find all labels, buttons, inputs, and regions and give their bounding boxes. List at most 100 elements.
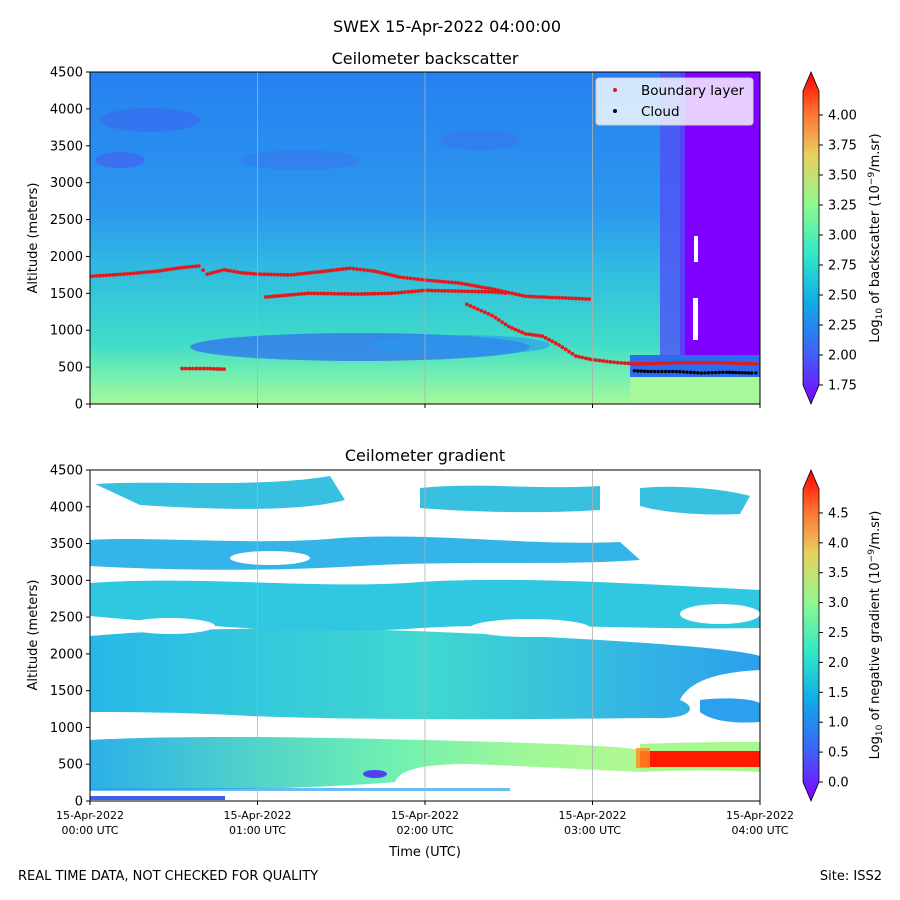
boundary-layer-point	[267, 294, 271, 299]
y-tick-label: 3500	[50, 537, 83, 552]
boundary-layer-point	[550, 339, 555, 344]
label-part: 10	[875, 308, 885, 320]
colorbar-tick-label: 2.5	[828, 626, 849, 641]
backscatter-legend: Boundary layer Cloud	[595, 77, 754, 126]
boundary-layer-point	[706, 360, 711, 365]
gradient-band-3200-3500	[90, 536, 640, 570]
boundary-layer-point	[466, 289, 471, 294]
boundary-layer-point	[212, 366, 216, 371]
x-tick-label-date: 15-Apr-2022	[726, 809, 794, 822]
boundary-layer-point	[325, 291, 330, 296]
x-tick-label-date: 15-Apr-2022	[223, 809, 291, 822]
boundary-layer-point	[684, 360, 688, 365]
boundary-layer-point	[553, 341, 558, 346]
boundary-layer-point	[567, 349, 571, 354]
boundary-layer-point	[399, 290, 404, 295]
boundary-layer-point	[490, 313, 494, 318]
boundary-layer-point	[186, 265, 191, 269]
boundary-layer-point	[480, 289, 484, 294]
boundary-layer-point	[218, 268, 223, 273]
boundary-layer-point	[553, 295, 558, 300]
y-tick-label: 4000	[50, 500, 83, 515]
boundary-layer-point	[265, 272, 270, 277]
x-tick-label-date: 15-Apr-2022	[558, 809, 626, 822]
colorbar-tick-label: 2.0	[828, 656, 849, 671]
boundary-layer-point	[619, 360, 624, 365]
colorbar-tick-label: 1.5	[828, 686, 849, 701]
boundary-layer-point	[483, 289, 488, 294]
boundary-layer-point	[315, 291, 320, 296]
y-tick-label: 500	[58, 758, 83, 773]
backscatter-near-surface	[630, 377, 760, 404]
boundary-layer-point	[523, 294, 528, 299]
boundary-layer-point	[225, 268, 230, 273]
boundary-layer-point	[319, 269, 324, 274]
colorbar-tick-label: 1.75	[828, 379, 857, 394]
boundary-layer-point	[201, 268, 205, 272]
boundary-layer-point	[187, 366, 192, 371]
backscatter-x-ticks	[89, 404, 761, 408]
boundary-layer-point	[91, 274, 96, 279]
boundary-layer-point	[486, 286, 491, 291]
boundary-layer-point	[369, 291, 374, 296]
boundary-layer-point	[151, 269, 156, 274]
boundary-layer-point	[352, 292, 357, 296]
boundary-layer-point	[299, 271, 303, 276]
boundary-layer-point	[482, 310, 487, 315]
cloud-point	[636, 369, 640, 373]
boundary-layer-point	[510, 291, 514, 296]
x-tick-label-time: 00:00 UTC	[61, 824, 118, 837]
boundary-layer-point	[416, 289, 421, 293]
boundary-layer-point	[104, 273, 109, 278]
boundary-layer-point	[222, 367, 226, 372]
boundary-layer-point	[526, 294, 531, 299]
cloud-point	[724, 370, 729, 374]
backscatter-patch	[240, 150, 360, 170]
boundary-layer-point	[473, 284, 478, 288]
boundary-layer-point	[426, 288, 431, 293]
boundary-layer-point	[285, 272, 290, 277]
colorbar-tick-label: 3.00	[828, 229, 857, 244]
boundary-layer-point	[543, 335, 548, 340]
boundary-layer-point	[473, 289, 478, 294]
cloud-point	[717, 370, 722, 375]
cloud-point	[685, 370, 689, 374]
boundary-layer-point	[385, 272, 390, 277]
boundary-layer-point	[283, 293, 288, 298]
boundary-layer-point	[500, 290, 504, 295]
boundary-layer-point	[336, 291, 340, 296]
boundary-layer-point	[205, 272, 210, 277]
boundary-layer-point	[700, 360, 704, 365]
boundary-layer-point	[413, 289, 417, 294]
boundary-layer-point	[94, 274, 99, 278]
boundary-layer-point	[513, 327, 518, 332]
gradient-x-ticks: 15-Apr-2022 00:00 UTC 15-Apr-2022 01:00 UTC…	[56, 801, 794, 837]
boundary-layer-point	[547, 295, 551, 300]
boundary-layer-point	[208, 271, 213, 276]
boundary-layer-point	[409, 289, 414, 294]
boundary-layer-point	[379, 270, 383, 275]
boundary-layer-point	[339, 291, 344, 296]
backscatter-grid	[257, 72, 593, 404]
boundary-layer-point	[516, 329, 521, 333]
boundary-layer-point	[429, 288, 434, 293]
boundary-layer-point	[577, 296, 581, 301]
boundary-layer-point	[537, 333, 541, 338]
boundary-layer-point	[748, 361, 753, 366]
boundary-layer-point	[325, 268, 330, 273]
boundary-layer-point	[386, 291, 391, 296]
boundary-layer-point	[296, 292, 300, 297]
boundary-layer-point	[242, 271, 247, 275]
boundary-layer-point	[121, 272, 126, 277]
boundary-layer-point	[563, 296, 568, 300]
boundary-layer-point	[530, 294, 535, 299]
y-tick-label: 1500	[50, 684, 83, 699]
boundary-layer-point	[295, 272, 300, 277]
boundary-layer-point	[547, 337, 551, 342]
boundary-layer-point	[690, 360, 695, 365]
boundary-layer-point	[101, 273, 106, 278]
boundary-layer-point	[754, 362, 759, 366]
boundary-layer-point	[145, 270, 149, 274]
gradient-panel: Ceilometer gradient	[26, 446, 885, 860]
boundary-layer-point	[124, 271, 129, 276]
